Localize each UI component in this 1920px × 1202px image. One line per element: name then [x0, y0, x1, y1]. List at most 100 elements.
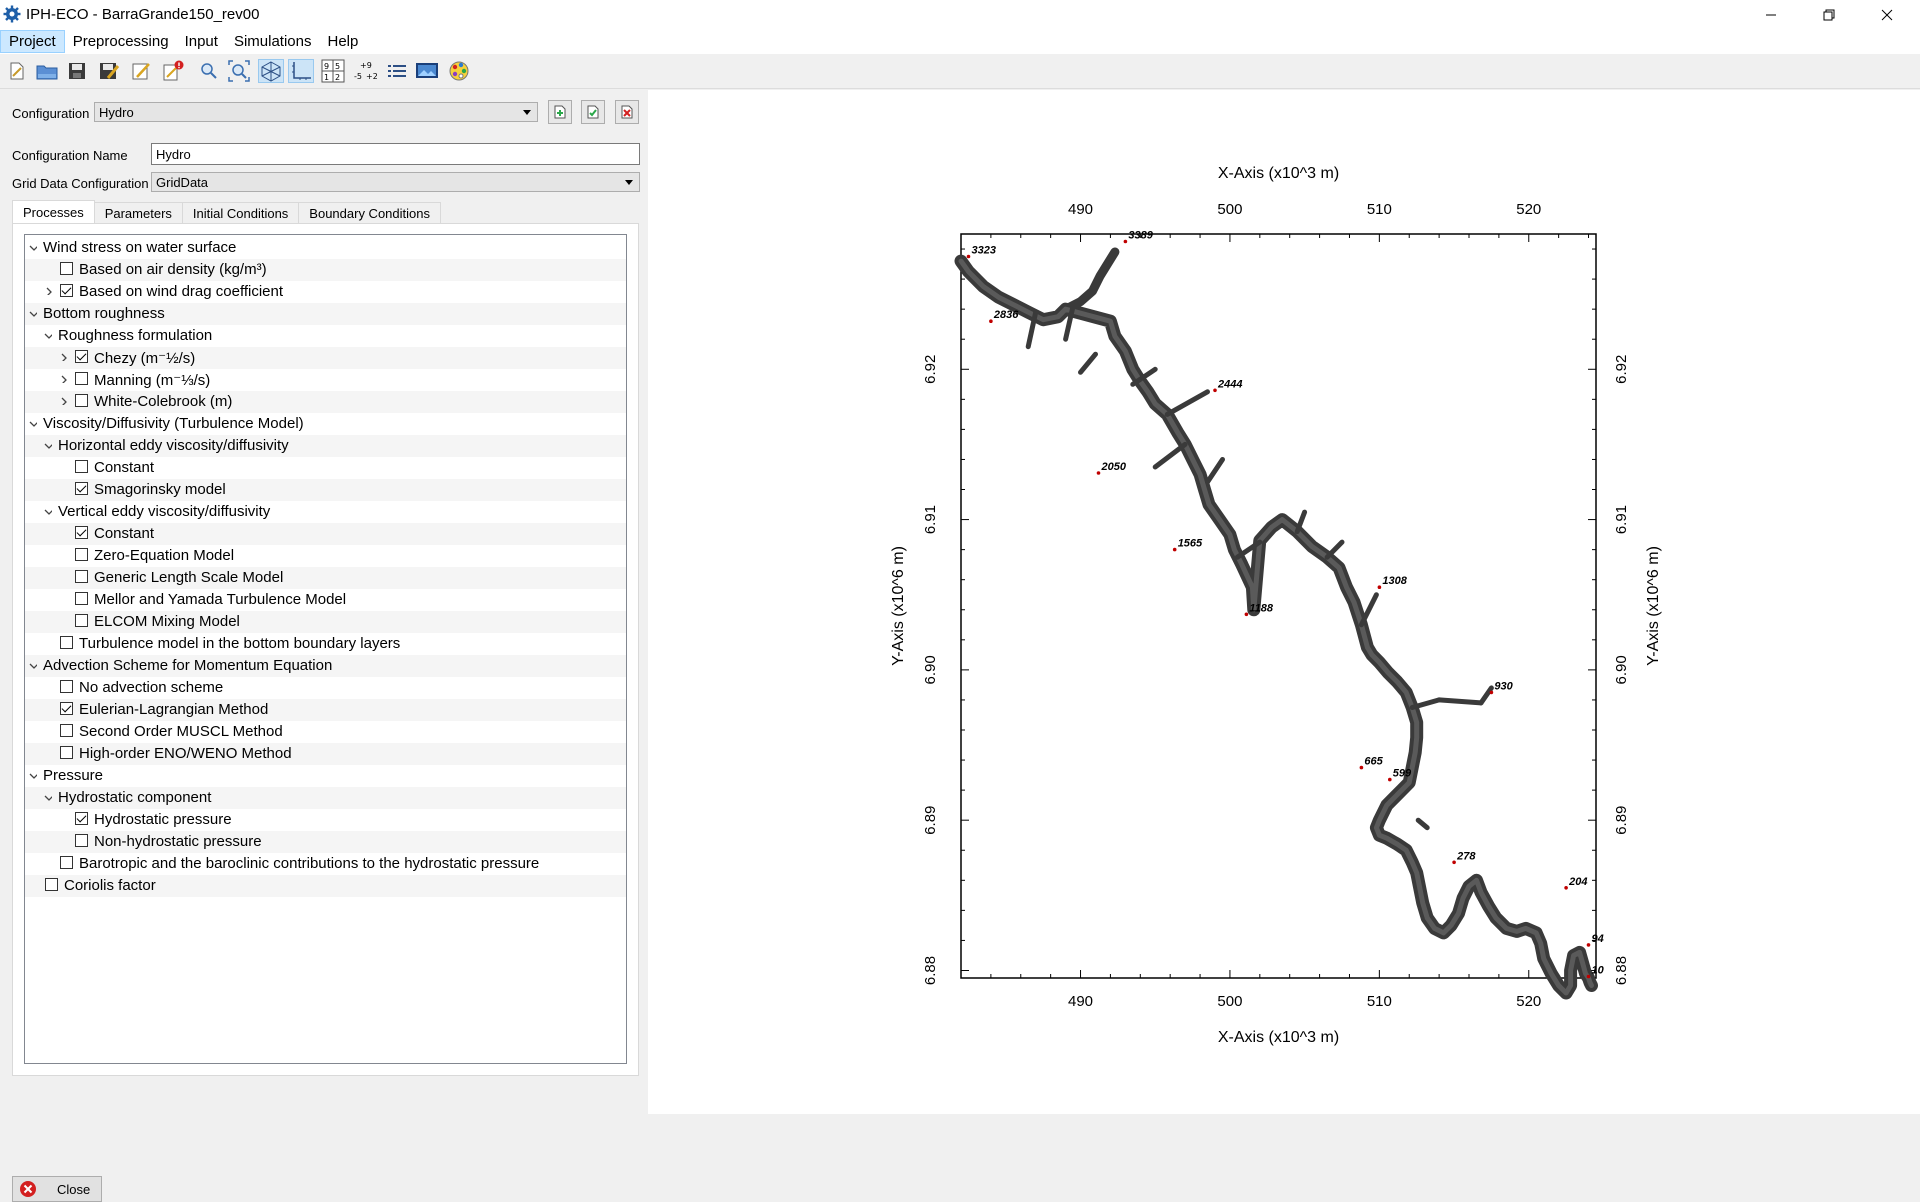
plot-area[interactable]: 490 490 500 500 510 510 520 520 6.92 6.92 6.91 6.91…	[648, 90, 1920, 1114]
chevron-down-icon[interactable]	[29, 243, 37, 251]
tree-checkbox[interactable]	[75, 350, 88, 363]
tree-checkbox[interactable]	[75, 614, 88, 627]
close-button[interactable]: Close	[12, 1176, 102, 1202]
grid-plot[interactable]: 490 490 500 500 510 510 520 520 6.92 6.92 6.91 6.91…	[648, 90, 1920, 1114]
tree-row[interactable]: Pressure	[25, 765, 626, 787]
zoom-button[interactable]	[196, 59, 222, 83]
menu-input[interactable]: Input	[184, 33, 218, 50]
tree-row[interactable]: Advection Scheme for Momentum Equation	[25, 655, 626, 677]
menu-help[interactable]: Help	[327, 33, 359, 50]
tree-row[interactable]: White-Colebrook (m)	[25, 391, 626, 413]
chevron-down-icon[interactable]	[44, 331, 52, 339]
tree-checkbox[interactable]	[75, 372, 88, 385]
tree-row[interactable]: Wind stress on water surface	[25, 237, 626, 259]
chevron-down-icon[interactable]	[44, 507, 52, 515]
chevron-right-icon[interactable]	[59, 353, 67, 361]
tree-checkbox[interactable]	[45, 878, 58, 891]
tree-row[interactable]: Manning (m⁻⅓/s)	[25, 369, 626, 391]
scale-numbers-button[interactable]: +9 -5 +2	[352, 59, 378, 83]
tree-row[interactable]: Smagorinsky model	[25, 479, 626, 501]
chevron-right-icon[interactable]	[59, 375, 67, 383]
axes-toggle-button[interactable]	[288, 59, 314, 83]
chevron-down-icon[interactable]	[44, 793, 52, 801]
menu-simulations[interactable]: Simulations	[233, 33, 312, 50]
tree-row[interactable]: Eulerian-Lagrangian Method	[25, 699, 626, 721]
tree-checkbox[interactable]	[60, 702, 73, 715]
tree-row[interactable]: No advection scheme	[25, 677, 626, 699]
tree-row[interactable]: Constant	[25, 457, 626, 479]
tree-row[interactable]: Chezy (m⁻½/s)	[25, 347, 626, 369]
tree-row[interactable]: High-order ENO/WENO Method	[25, 743, 626, 765]
list-button[interactable]	[384, 59, 410, 83]
image-button[interactable]	[414, 59, 440, 83]
menu-project[interactable]: Project	[0, 30, 65, 53]
tree-checkbox[interactable]	[75, 394, 88, 407]
save-button[interactable]	[64, 59, 90, 83]
delete-button[interactable]	[160, 59, 186, 83]
tree-row[interactable]: Roughness formulation	[25, 325, 626, 347]
chevron-down-icon[interactable]	[29, 771, 37, 779]
tree-row[interactable]: Based on wind drag coefficient	[25, 281, 626, 303]
remove-configuration-button[interactable]	[615, 100, 639, 124]
chevron-down-icon[interactable]	[29, 661, 37, 669]
tree-checkbox[interactable]	[75, 548, 88, 561]
edit-button[interactable]	[128, 59, 154, 83]
tree-row[interactable]: Based on air density (kg/m³)	[25, 259, 626, 281]
apply-configuration-button[interactable]	[581, 100, 605, 124]
tree-checkbox[interactable]	[60, 680, 73, 693]
chevron-right-icon[interactable]	[59, 397, 67, 405]
tab-parameters[interactable]: Parameters	[93, 202, 183, 224]
tree-row[interactable]: Barotropic and the baroclinic contributi…	[25, 853, 626, 875]
tree-row[interactable]: Viscosity/Diffusivity (Turbulence Model)	[25, 413, 626, 435]
processes-tree[interactable]: Wind stress on water surface Based on air…	[24, 234, 627, 1064]
chevron-down-icon[interactable]	[29, 309, 37, 317]
tree-row[interactable]: ELCOM Mixing Model	[25, 611, 626, 633]
tree-checkbox[interactable]	[60, 724, 73, 737]
configuration-select[interactable]: Hydro	[94, 102, 538, 122]
tree-checkbox[interactable]	[60, 746, 73, 759]
tree-row[interactable]: Zero-Equation Model	[25, 545, 626, 567]
tree-checkbox[interactable]	[75, 460, 88, 473]
restore-button[interactable]	[1800, 0, 1858, 30]
tree-row[interactable]: Mellor and Yamada Turbulence Model	[25, 589, 626, 611]
tree-row[interactable]: Second Order MUSCL Method	[25, 721, 626, 743]
minimize-button[interactable]	[1742, 0, 1800, 30]
zoom-extent-button[interactable]	[226, 59, 252, 83]
chevron-down-icon[interactable]	[29, 419, 37, 427]
tree-checkbox[interactable]	[75, 570, 88, 583]
save-as-button[interactable]	[96, 59, 122, 83]
tree-checkbox[interactable]	[75, 834, 88, 847]
tree-checkbox[interactable]	[60, 262, 73, 275]
palette-button[interactable]	[446, 59, 472, 83]
tree-row[interactable]: Vertical eddy viscosity/diffusivity	[25, 501, 626, 523]
tree-row[interactable]: Hydrostatic pressure	[25, 809, 626, 831]
grid-data-select[interactable]: GridData	[151, 172, 640, 192]
configuration-name-input[interactable]: Hydro	[151, 143, 640, 165]
tree-checkbox[interactable]	[75, 812, 88, 825]
tree-row[interactable]: Hydrostatic component	[25, 787, 626, 809]
tree-checkbox[interactable]	[75, 482, 88, 495]
tab-initial-conditions[interactable]: Initial Conditions	[181, 202, 300, 224]
tab-processes[interactable]: Processes	[12, 200, 95, 224]
tree-checkbox[interactable]	[60, 636, 73, 649]
mesh-toggle-button[interactable]	[258, 59, 284, 83]
tree-checkbox[interactable]	[60, 284, 73, 297]
tree-checkbox[interactable]	[60, 856, 73, 869]
tree-row[interactable]: Bottom roughness	[25, 303, 626, 325]
tab-boundary-conditions[interactable]: Boundary Conditions	[298, 202, 441, 224]
open-button[interactable]	[34, 59, 60, 83]
menu-preprocessing[interactable]: Preprocessing	[72, 33, 169, 50]
tree-checkbox[interactable]	[75, 526, 88, 539]
tree-row[interactable]: Generic Length Scale Model	[25, 567, 626, 589]
add-configuration-button[interactable]	[548, 100, 572, 124]
tree-row[interactable]: Turbulence model in the bottom boundary …	[25, 633, 626, 655]
chevron-right-icon[interactable]	[44, 287, 52, 295]
tree-row[interactable]: Coriolis factor	[25, 875, 626, 897]
chevron-down-icon[interactable]	[44, 441, 52, 449]
tree-checkbox[interactable]	[75, 592, 88, 605]
tree-row[interactable]: Horizontal eddy viscosity/diffusivity	[25, 435, 626, 457]
tree-row[interactable]: Non-hydrostatic pressure	[25, 831, 626, 853]
tree-row[interactable]: Constant	[25, 523, 626, 545]
new-button[interactable]	[4, 59, 30, 83]
